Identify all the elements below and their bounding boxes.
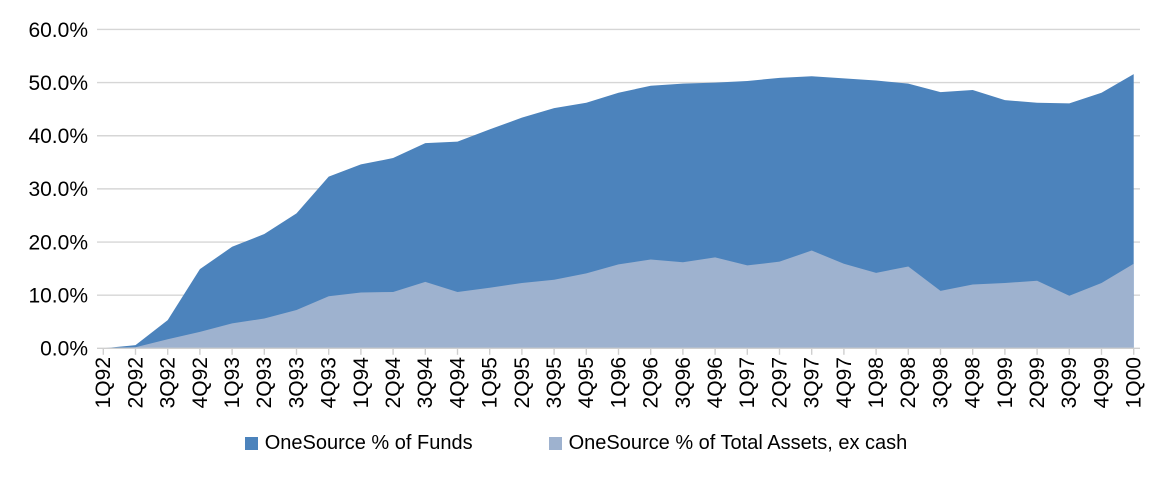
assets-area-series xyxy=(103,250,1134,349)
x-tick-label: 1Q93 xyxy=(221,357,244,408)
y-tick-label: 50.0% xyxy=(28,72,88,95)
x-tick-label: 1Q96 xyxy=(607,357,630,408)
x-tick-label: 4Q94 xyxy=(446,357,469,409)
assets-legend-swatch-icon xyxy=(548,437,562,450)
x-tick-label: 3Q97 xyxy=(801,357,824,408)
x-tick-label: 3Q93 xyxy=(285,357,308,408)
x-tick-label: 2Q99 xyxy=(1026,357,1049,408)
x-tick-label: 1Q97 xyxy=(736,357,759,408)
x-tick-label: 3Q92 xyxy=(157,357,180,408)
x-tick-label: 1Q94 xyxy=(350,357,373,409)
legend-item-funds: OneSource % of Funds xyxy=(244,432,473,455)
x-tick-label: 3Q99 xyxy=(1058,357,1081,408)
y-tick-label: 40.0% xyxy=(28,125,88,148)
x-tick-label: 4Q99 xyxy=(1090,357,1113,408)
plot-area: 0.0% 10.0% 20.0% 30.0% 40.0% 50.0% 60.0% 1Q92 2Q… xyxy=(28,19,1146,409)
y-tick-label: 10.0% xyxy=(28,285,88,308)
x-tick-label: 2Q96 xyxy=(640,357,663,408)
x-tick-label: 1Q99 xyxy=(994,357,1017,408)
x-tick-label: 4Q93 xyxy=(318,357,341,408)
x-tick-label: 4Q96 xyxy=(704,357,727,408)
x-tick-label: 1Q00 xyxy=(1123,357,1146,408)
x-tick-label: 2Q92 xyxy=(124,357,147,408)
funds-legend-label: OneSource % of Funds xyxy=(264,432,473,454)
funds-legend-swatch-icon xyxy=(244,437,258,450)
x-tick-label: 3Q96 xyxy=(672,357,695,408)
x-tick-label: 4Q95 xyxy=(575,357,598,408)
x-tick-label: 2Q95 xyxy=(511,357,534,408)
x-tick-label: 2Q98 xyxy=(897,357,920,408)
legend-item-assets: OneSource % of Total Assets, ex cash xyxy=(548,432,908,455)
y-tick-label: 60.0% xyxy=(28,19,88,42)
x-tick-label: 3Q98 xyxy=(929,357,952,408)
y-tick-label: 20.0% xyxy=(28,231,88,254)
x-tick-label: 2Q94 xyxy=(382,357,405,409)
y-tick-label: 0.0% xyxy=(40,338,88,361)
x-tick-label: 2Q97 xyxy=(768,357,791,408)
x-tick-label: 3Q95 xyxy=(543,357,566,408)
legend: OneSource % of Funds OneSource % of Tota… xyxy=(0,432,1152,455)
x-tick-label: 2Q93 xyxy=(253,357,276,408)
x-tick-label: 4Q92 xyxy=(189,357,212,408)
x-tick-label: 1Q92 xyxy=(92,357,115,408)
x-tick-label: 1Q98 xyxy=(865,357,888,408)
x-tick-label: 1Q95 xyxy=(479,357,502,408)
x-tick-label: 4Q97 xyxy=(833,357,856,408)
assets-legend-label: OneSource % of Total Assets, ex cash xyxy=(568,432,908,454)
x-tick-label: 3Q94 xyxy=(414,357,437,409)
y-tick-label: 30.0% xyxy=(28,178,88,201)
x-tick-label: 4Q98 xyxy=(962,357,985,408)
